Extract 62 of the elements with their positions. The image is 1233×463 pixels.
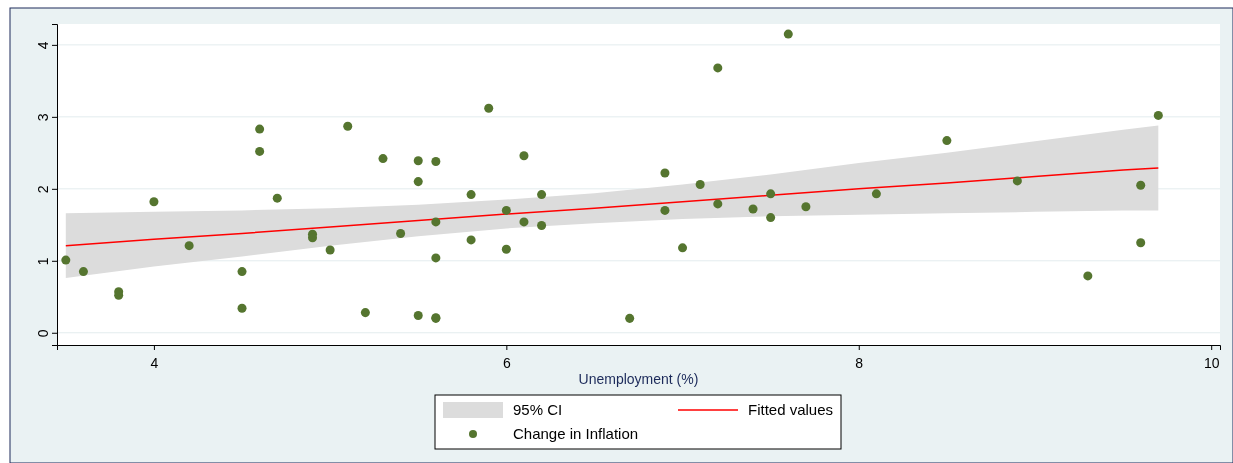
point — [871, 189, 881, 199]
point — [237, 267, 247, 277]
point — [660, 205, 670, 215]
point — [766, 213, 776, 223]
point — [255, 124, 265, 134]
point — [537, 190, 547, 200]
point — [748, 204, 758, 214]
y-tick-label: 4 — [34, 41, 51, 50]
point — [413, 177, 423, 187]
point — [1012, 176, 1022, 186]
point — [519, 151, 529, 161]
y-tick-label: 2 — [34, 185, 51, 194]
point — [343, 121, 353, 131]
point — [766, 189, 776, 199]
point — [360, 308, 370, 318]
point — [466, 235, 476, 245]
x-tick-label: 8 — [855, 355, 864, 372]
point — [431, 217, 441, 227]
point — [713, 199, 723, 209]
point — [501, 205, 511, 215]
point — [484, 103, 494, 113]
point — [149, 197, 159, 207]
point — [942, 136, 952, 146]
point — [61, 255, 71, 265]
point — [466, 190, 476, 200]
point — [272, 193, 282, 203]
point — [413, 310, 423, 320]
y-tick-label: 0 — [34, 329, 51, 338]
point — [660, 168, 670, 178]
point — [537, 221, 547, 231]
point — [255, 146, 265, 156]
point — [431, 156, 441, 166]
point — [413, 156, 423, 166]
point — [78, 267, 88, 277]
point — [1136, 180, 1146, 190]
point — [184, 241, 194, 251]
point — [678, 243, 688, 253]
point — [695, 179, 705, 190]
point — [713, 63, 723, 73]
x-tick-label: 4 — [150, 355, 159, 372]
point — [378, 154, 388, 164]
x-tick-label: 10 — [1203, 355, 1220, 372]
point — [431, 253, 441, 263]
point — [1083, 271, 1093, 281]
x-axis-title: Unemployment (%) — [578, 371, 699, 387]
point — [519, 217, 529, 227]
point — [237, 303, 247, 313]
x-tick-label: 6 — [502, 355, 511, 372]
legend-label: Fitted values — [748, 401, 834, 419]
point — [801, 202, 811, 212]
legend-label: Change in Inflation — [513, 425, 639, 443]
point — [1153, 110, 1163, 120]
y-tick-label: 3 — [34, 113, 51, 122]
y-tick-label: 1 — [34, 257, 51, 266]
point — [625, 313, 635, 323]
point — [1136, 238, 1146, 248]
text: 95% CI — [513, 401, 563, 419]
point — [396, 228, 406, 238]
line-series — [65, 167, 1160, 247]
point — [501, 244, 511, 254]
point — [325, 245, 335, 255]
point — [783, 29, 793, 39]
